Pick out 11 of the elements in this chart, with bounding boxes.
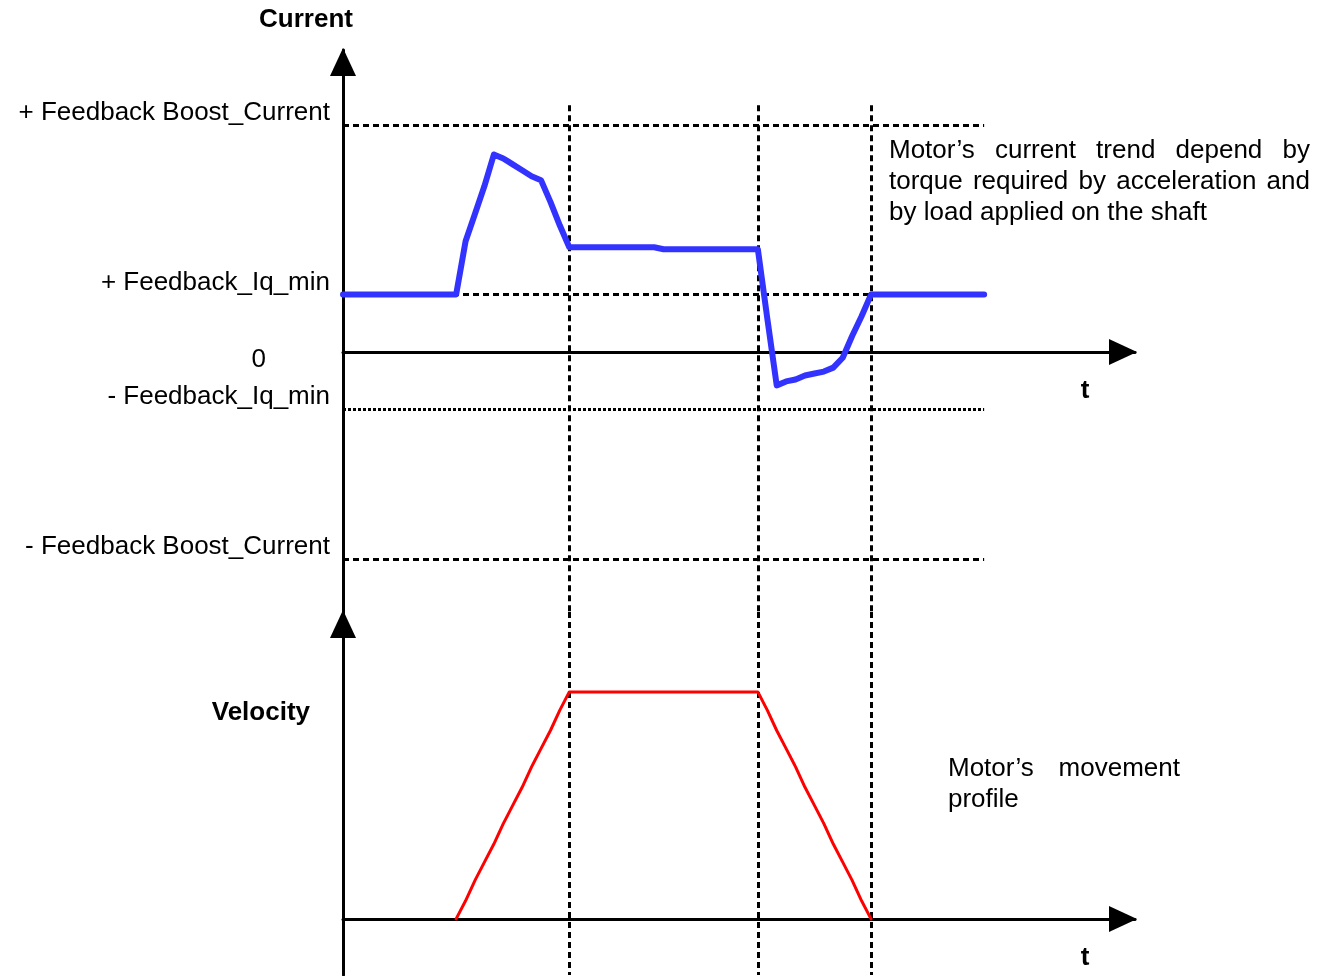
y-axis-title: Current: [259, 3, 354, 33]
ref-line-label: + Feedback Boost_Current: [18, 95, 331, 126]
x-axis-title: t: [1080, 373, 1090, 404]
y-axis-title: Velocity: [211, 696, 311, 726]
ref-line-label: + Feedback_Iq_min: [100, 265, 330, 296]
x-axis-title: t: [1080, 940, 1090, 971]
text: 0: [250, 343, 266, 374]
ref-line-label: - Feedback_Iq_min: [107, 380, 330, 411]
annotation: Motor’s movement profile: [948, 752, 1180, 814]
ref-line-label: - Feedback Boost_Current: [25, 530, 331, 561]
annotation: Motor’s current trend depend by torque required by acceleration and by load applied on the shaft: [889, 134, 1310, 227]
